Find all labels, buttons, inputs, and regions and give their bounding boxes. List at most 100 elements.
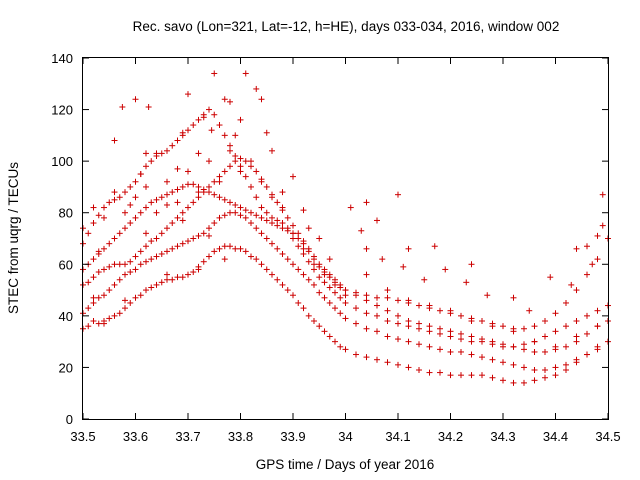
data-point: [143, 183, 149, 190]
data-point: [447, 348, 454, 355]
data-point: [531, 367, 538, 374]
data-point: [510, 361, 517, 368]
data-point: [253, 212, 260, 219]
data-point: [158, 194, 165, 201]
data-point: [447, 372, 454, 379]
data-point: [263, 183, 270, 190]
data-point: [295, 266, 302, 273]
data-point: [164, 178, 170, 185]
data-point: [158, 230, 165, 237]
data-point: [332, 305, 338, 312]
data-point: [237, 245, 244, 252]
data-point: [122, 189, 128, 196]
data-point: [290, 235, 296, 242]
data-point: [594, 256, 601, 263]
data-point: [190, 122, 197, 129]
data-point: [119, 103, 126, 110]
data-point: [242, 70, 249, 77]
data-point: [458, 372, 464, 379]
data-point: [552, 328, 559, 335]
data-point: [337, 343, 344, 350]
data-point: [479, 354, 485, 361]
data-point: [164, 276, 170, 283]
data-point: [211, 248, 218, 255]
data-point: [185, 168, 191, 175]
data-point: [153, 235, 160, 242]
data-point: [374, 356, 380, 363]
x-tick-label: 33.9: [280, 429, 305, 444]
data-point: [174, 165, 181, 172]
data-point: [95, 294, 102, 301]
data-point: [132, 96, 139, 103]
data-point: [295, 235, 302, 242]
data-point: [363, 199, 370, 206]
data-point: [279, 281, 286, 288]
data-point: [174, 186, 181, 193]
x-axis-label: GPS time / Days of year 2016: [256, 457, 435, 472]
data-point: [90, 299, 97, 306]
data-point: [174, 137, 181, 144]
data-point: [316, 263, 323, 270]
data-point: [458, 330, 464, 337]
data-point: [164, 201, 170, 208]
data-point: [158, 279, 165, 286]
data-point: [253, 168, 260, 175]
data-point: [185, 271, 191, 278]
data-point: [337, 310, 344, 317]
data-point: [153, 281, 160, 288]
data-point: [248, 220, 254, 227]
data-point: [353, 320, 359, 327]
data-point: [221, 196, 228, 203]
data-point: [552, 343, 559, 350]
data-point: [116, 261, 123, 268]
data-point: [437, 346, 443, 353]
data-point: [232, 152, 239, 159]
data-point: [468, 372, 475, 379]
data-point: [395, 312, 401, 319]
data-point: [363, 245, 370, 252]
data-point: [321, 271, 328, 278]
data-point: [95, 248, 102, 255]
data-point: [106, 240, 113, 247]
data-point: [185, 127, 191, 134]
data-point: [179, 129, 186, 136]
data-point: [594, 323, 601, 330]
data-point: [85, 323, 92, 330]
data-point: [101, 266, 107, 273]
y-tick-label: 40: [59, 309, 73, 324]
data-point: [437, 325, 443, 332]
data-point: [185, 91, 191, 98]
data-point: [216, 178, 223, 185]
data-point: [195, 194, 202, 201]
data-point: [116, 230, 123, 237]
data-point: [221, 132, 228, 139]
data-point: [300, 305, 307, 312]
data-point: [332, 289, 338, 296]
data-point: [248, 158, 254, 165]
data-point: [584, 243, 590, 250]
chart-title: Rec. savo (Lon=321, Lat=-12, h=HE), days…: [133, 19, 560, 34]
data-point: [127, 299, 134, 306]
data-point: [500, 323, 506, 330]
data-point: [332, 281, 338, 288]
data-point: [211, 111, 218, 118]
data-point: [437, 307, 443, 314]
data-point: [279, 250, 286, 257]
data-point: [521, 346, 527, 353]
data-point: [111, 281, 118, 288]
data-point: [227, 98, 233, 105]
data-point: [563, 343, 569, 350]
data-point: [521, 364, 527, 371]
data-point: [116, 194, 123, 201]
data-point: [384, 287, 391, 294]
data-point: [353, 351, 359, 358]
data-point: [90, 220, 97, 227]
data-point: [437, 330, 443, 337]
data-point: [384, 333, 391, 340]
data-point: [468, 351, 475, 358]
data-point: [405, 364, 412, 371]
data-point: [290, 173, 296, 180]
data-point: [274, 199, 281, 206]
data-point: [232, 201, 239, 208]
